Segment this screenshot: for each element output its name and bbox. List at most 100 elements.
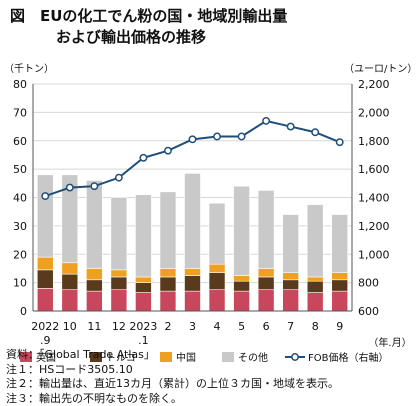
left-tick-label: 20 (13, 248, 27, 261)
bar-segment (160, 277, 176, 291)
bar-segment (332, 291, 348, 311)
x-tick-label: 7 (287, 320, 294, 333)
x-tick-label: 3 (189, 320, 196, 333)
x-tick-label: 11 (87, 320, 101, 333)
bar-segment (307, 205, 323, 277)
fob-price-point (189, 136, 195, 142)
x-tick-label: 6 (263, 320, 270, 333)
bar-segment (160, 291, 176, 311)
bar-segment (209, 290, 225, 311)
fob-price-point (287, 123, 293, 129)
left-tick-label: 80 (13, 78, 27, 91)
bar-segment (135, 277, 151, 283)
bar-segment (209, 273, 225, 290)
right-tick-label: 1,000 (358, 248, 390, 261)
bar-segment (258, 268, 274, 277)
bar-segment (86, 280, 102, 291)
fob-price-point (165, 147, 171, 153)
right-tick-label: 600 (358, 305, 379, 318)
bar-segment (185, 276, 201, 292)
bar-segment (62, 290, 78, 311)
x-tick-label: 9 (336, 320, 343, 333)
x-tick-label: 4 (214, 320, 221, 333)
left-tick-label: 60 (13, 135, 27, 148)
left-tick-label: 0 (20, 305, 27, 318)
fob-price-point (116, 174, 122, 180)
bar-segment (185, 173, 201, 268)
left-axis-unit: （千トン） (4, 63, 54, 75)
right-tick-label: 2,200 (358, 78, 390, 91)
bar-segment (37, 175, 53, 257)
bar-segment (332, 273, 348, 280)
chart-notes: 資料：「Global Trade Atlas」 注１：HSコード3505.10 … (6, 348, 339, 406)
bar-segment (160, 192, 176, 269)
fob-price-point (67, 184, 73, 190)
x-tick-label: 12 (112, 320, 126, 333)
bar-segment (307, 277, 323, 281)
bar-segment (185, 268, 201, 275)
bar-segment (234, 281, 250, 291)
bar-segment (307, 281, 323, 292)
fob-price-point (263, 118, 269, 124)
fob-price-point (140, 155, 146, 161)
bar-segment (258, 290, 274, 311)
bar-segment (160, 268, 176, 277)
bar-segment (135, 283, 151, 293)
bar-segment (111, 198, 127, 270)
left-tick-label: 50 (13, 163, 27, 176)
bar-segment (234, 291, 250, 311)
fob-price-point (337, 139, 343, 145)
bar-segment (332, 280, 348, 291)
right-tick-label: 1,200 (358, 220, 390, 233)
left-tick-label: 10 (13, 277, 27, 290)
left-tick-label: 30 (13, 220, 27, 233)
bar-segment (332, 215, 348, 273)
x-tick-label: 8 (312, 320, 319, 333)
right-tick-label: 2,000 (358, 106, 390, 119)
right-tick-label: 1,400 (358, 192, 390, 205)
bar-segment (283, 290, 299, 311)
x-tick-label: .9 (40, 334, 51, 347)
bar-segment (185, 291, 201, 311)
bar-segment (111, 290, 127, 311)
fob-price-point (238, 133, 244, 139)
bar-segment (86, 180, 102, 268)
fob-price-point (214, 133, 220, 139)
left-tick-label: 40 (13, 192, 27, 205)
right-tick-label: 1,600 (358, 163, 390, 176)
bar-segment (111, 270, 127, 277)
bar-segment (258, 190, 274, 268)
bar-segment (283, 273, 299, 280)
bar-segment (209, 203, 225, 264)
x-tick-label: 5 (238, 320, 245, 333)
bar-segment (234, 276, 250, 282)
bar-segment (234, 186, 250, 275)
note-3: 注３：輸出先の不明なものを除く。 (6, 392, 339, 406)
bar-segment (283, 215, 299, 273)
left-tick-label: 70 (13, 106, 27, 119)
x-axis-unit: （年.月） (368, 336, 411, 349)
bar-segment (307, 293, 323, 311)
bar-segment (258, 277, 274, 290)
bar-segment (283, 280, 299, 290)
bar-segment (86, 268, 102, 279)
x-tick-label: 2 (164, 320, 171, 333)
bar-segment (62, 274, 78, 290)
note-1: 注１：HSコード3505.10 (6, 363, 339, 378)
right-tick-label: 1,800 (358, 135, 390, 148)
right-tick-label: 800 (358, 277, 379, 290)
note-source: 資料：「Global Trade Atlas」 (6, 348, 339, 363)
fob-price-point (42, 193, 48, 199)
right-axis-unit: （ユーロ/トン） (344, 63, 417, 75)
x-tick-label: 2023 (129, 320, 157, 333)
x-tick-label: 10 (63, 320, 77, 333)
note-2: 注２：輸出量は、直近13カ月（累計）の上位３カ国・地域を表示。 (6, 377, 339, 392)
x-tick-label: .1 (138, 334, 149, 347)
bar-segment (37, 257, 53, 270)
bar-segment (86, 291, 102, 311)
fob-price-point (312, 129, 318, 135)
bar-segment (209, 264, 225, 273)
bar-segment (135, 293, 151, 311)
bar-segment (37, 288, 53, 311)
